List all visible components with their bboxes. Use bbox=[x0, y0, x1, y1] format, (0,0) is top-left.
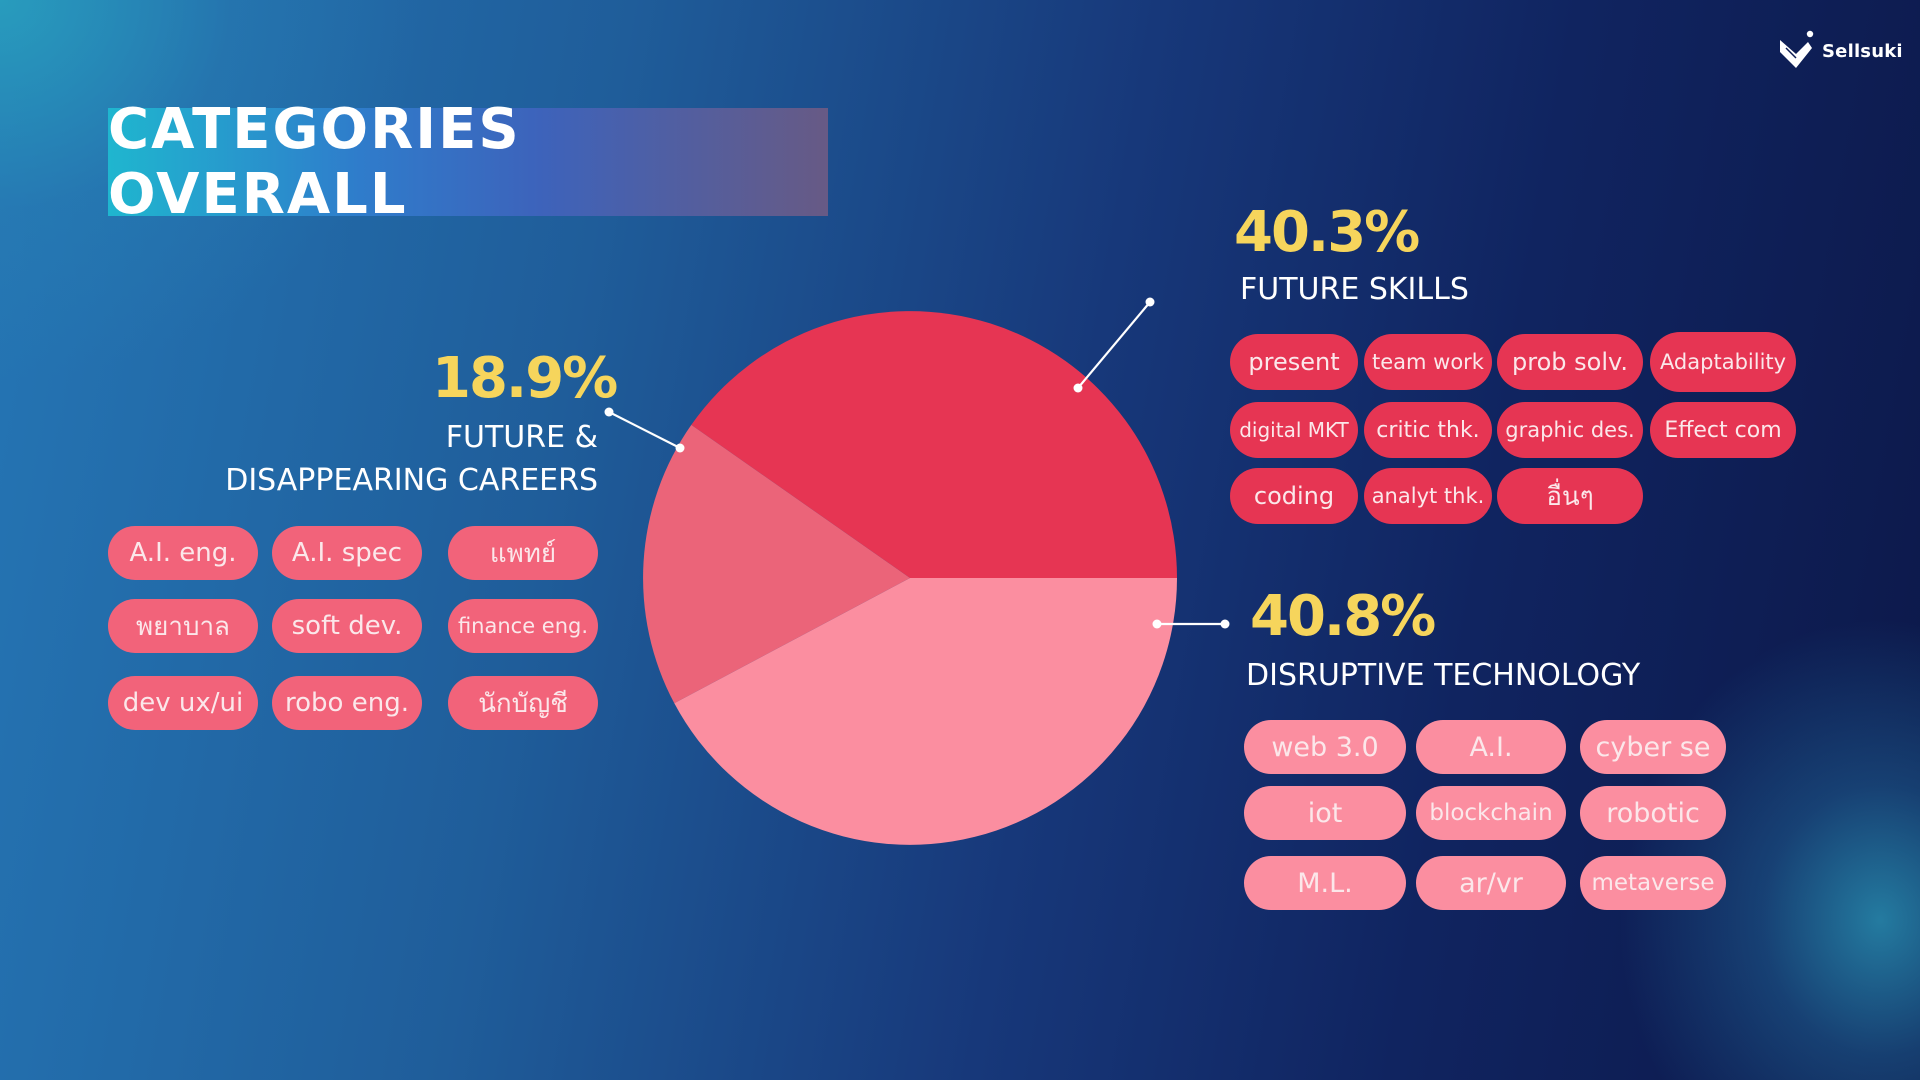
careers-tag: robo eng. bbox=[272, 676, 422, 730]
disruptive-tech-percent: 40.8% bbox=[1250, 584, 1436, 649]
careers-tag: พยาบาล bbox=[108, 599, 258, 653]
future-skills-tag: อื่นๆ bbox=[1497, 468, 1643, 524]
future-skills-tag: graphic des. bbox=[1497, 402, 1643, 458]
disruptive-tech-tag: M.L. bbox=[1244, 856, 1406, 910]
future-skills-tag: analyt thk. bbox=[1364, 468, 1492, 524]
future-skills-tag: present bbox=[1230, 334, 1358, 390]
careers-tag: แพทย์ bbox=[448, 526, 598, 580]
future-skills-tag: coding bbox=[1230, 468, 1358, 524]
future-skills-label: FUTURE SKILLS bbox=[1240, 272, 1469, 307]
pie-slice-future-skills[interactable] bbox=[691, 311, 1177, 578]
future-skills-tag: Adaptability bbox=[1650, 332, 1796, 392]
sellsuki-logo: Sellsuki bbox=[1778, 30, 1903, 72]
future-skills-percent: 40.3% bbox=[1234, 200, 1420, 265]
callout-line-future-skills bbox=[1073, 297, 1155, 393]
careers-label-line2: DISAPPEARING CAREERS bbox=[225, 463, 598, 498]
careers-tag: soft dev. bbox=[272, 599, 422, 653]
disruptive-tech-tag: metaverse bbox=[1580, 856, 1726, 910]
disruptive-tech-tag: iot bbox=[1244, 786, 1406, 840]
future-skills-tag: prob solv. bbox=[1497, 334, 1643, 390]
future-skills-tag: team work bbox=[1364, 334, 1492, 390]
future-skills-tag: digital MKT bbox=[1230, 402, 1358, 458]
future-skills-tag: critic thk. bbox=[1364, 402, 1492, 458]
title-banner: CATEGORIES OVERALL bbox=[108, 97, 828, 227]
future-skills-tag: Effect com bbox=[1650, 402, 1796, 458]
disruptive-tech-tag: blockchain bbox=[1416, 786, 1566, 840]
careers-percent: 18.9% bbox=[432, 346, 618, 411]
careers-tag: dev ux/ui bbox=[108, 676, 258, 730]
careers-tag: A.I. spec bbox=[272, 526, 422, 580]
page-title: CATEGORIES OVERALL bbox=[108, 97, 521, 227]
disruptive-tech-tag: cyber se bbox=[1580, 720, 1726, 774]
careers-tag: นักบัญชี bbox=[448, 676, 598, 730]
disruptive-tech-label: DISRUPTIVE TECHNOLOGY bbox=[1246, 658, 1641, 693]
brand-name: Sellsuki bbox=[1822, 40, 1903, 62]
sellsuki-logo-icon bbox=[1780, 30, 1814, 68]
pie-slice-disruptive-tech[interactable] bbox=[674, 578, 1177, 845]
disruptive-tech-tag: ar/vr bbox=[1416, 856, 1566, 910]
callout-line-careers bbox=[604, 407, 685, 453]
disruptive-tech-tag: robotic bbox=[1580, 786, 1726, 840]
disruptive-tech-tag: web 3.0 bbox=[1244, 720, 1406, 774]
disruptive-tech-tag: A.I. bbox=[1416, 720, 1566, 774]
careers-tag: A.I. eng. bbox=[108, 526, 258, 580]
pie-slice-careers[interactable] bbox=[643, 424, 910, 704]
callout-line-disruptive-tech bbox=[1152, 619, 1230, 629]
careers-tag: finance eng. bbox=[448, 599, 598, 653]
careers-label-line1: FUTURE & bbox=[445, 420, 598, 455]
